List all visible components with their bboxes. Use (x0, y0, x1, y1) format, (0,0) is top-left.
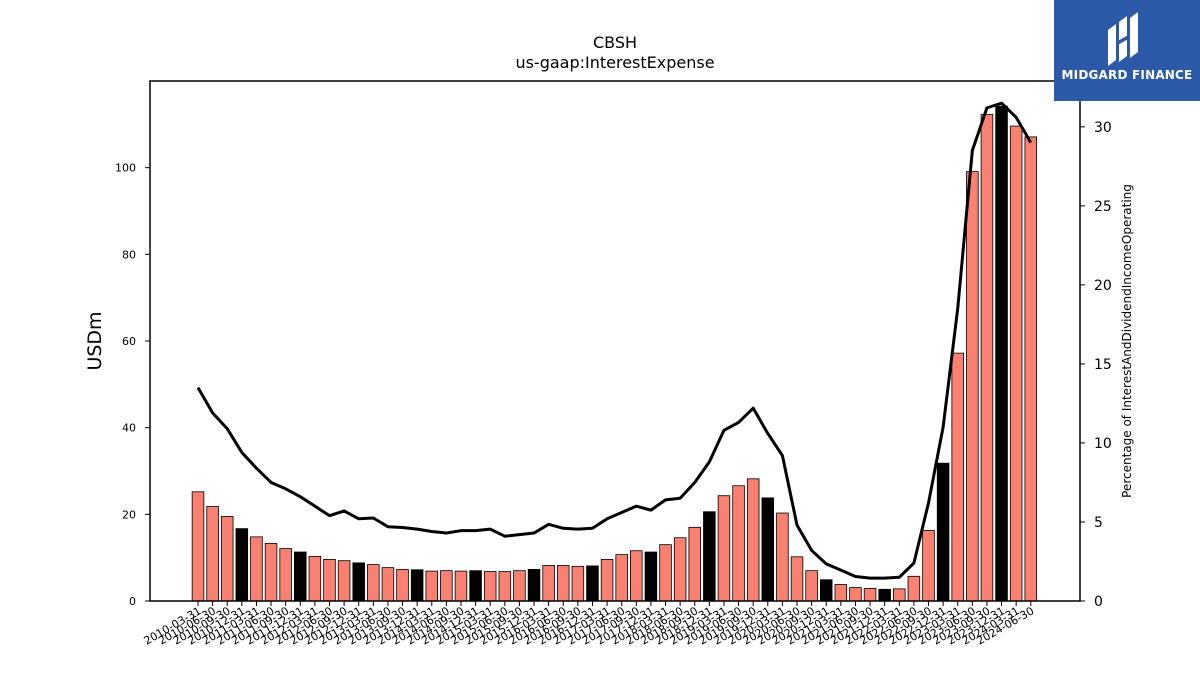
bar-2021-06-30 (849, 587, 862, 602)
bar-2020-06-30 (790, 556, 804, 602)
y2-tick-label: 15 (1094, 357, 1112, 373)
bar-2016-09-30 (571, 565, 585, 602)
bar-2010-09-30 (220, 516, 234, 602)
bar-2020-12-31 (819, 579, 833, 602)
bar-2020-03-31 (776, 512, 789, 602)
percentage-line (196, 101, 1033, 580)
bar-2010-06-30 (206, 506, 219, 602)
y-tick-label: 100 (115, 162, 136, 175)
bar-2018-12-31 (703, 511, 716, 602)
bar-2021-09-30 (863, 588, 877, 602)
bar-2012-06-30 (323, 559, 336, 602)
y2-tick-label: 10 (1094, 436, 1112, 452)
logo-text: MIDGARD FINANCE (1061, 68, 1193, 82)
bar-2014-09-30 (454, 570, 468, 602)
bar-2010-12-31 (235, 528, 249, 602)
bar-2016-12-31 (586, 565, 599, 602)
bar-2014-12-31 (469, 570, 482, 602)
bar-2020-09-30 (805, 570, 818, 602)
y2-tick-label: 30 (1094, 120, 1112, 136)
bar-2019-03-31 (717, 495, 731, 602)
bar-2021-12-31 (878, 588, 891, 602)
bar-2022-06-30 (907, 575, 921, 602)
bar-2011-03-31 (250, 536, 263, 602)
y-tick-label: 80 (122, 248, 136, 261)
bar-2018-09-30 (688, 526, 701, 602)
y-tick-label: 0 (129, 595, 136, 608)
bar-2013-03-31 (367, 564, 380, 602)
bar-2017-09-30 (630, 550, 643, 602)
bar-2011-06-30 (264, 542, 278, 602)
bar-2022-09-30 (922, 529, 935, 602)
bar-2011-12-31 (294, 551, 307, 602)
bar-2013-09-30 (396, 568, 409, 602)
bar-2019-12-31 (761, 497, 775, 602)
midgard-logo-icon (1108, 12, 1138, 66)
bar-2010-03-31 (191, 491, 205, 602)
y-tick-label: 60 (122, 335, 136, 348)
bar-2023-03-31 (951, 352, 964, 602)
bar-2024-03-31 (1009, 125, 1023, 602)
y2-axis-label: Percentage of InterestAndDividendIncomeO… (1120, 184, 1134, 498)
bar-2015-03-31 (483, 571, 497, 602)
bar-2013-06-30 (381, 567, 395, 602)
bar-2014-03-31 (425, 570, 439, 602)
bar-2021-03-31 (834, 584, 848, 602)
bar-2016-06-30 (557, 565, 570, 602)
bar-2015-09-30 (513, 570, 526, 602)
y-tick-label: 20 (122, 508, 136, 521)
bar-2015-12-31 (527, 568, 541, 602)
bar-2017-06-30 (615, 554, 628, 602)
bar-2017-03-31 (600, 559, 614, 602)
bar-2013-12-31 (410, 569, 424, 602)
bar-series (191, 105, 1038, 602)
y2-tick-label: 5 (1094, 515, 1103, 531)
bar-2018-03-31 (659, 544, 672, 602)
line-series (196, 101, 1033, 580)
bar-2017-12-31 (644, 551, 658, 602)
bar-2024-06-30 (1024, 136, 1038, 602)
bar-2012-03-31 (308, 555, 322, 602)
bar-2016-03-31 (542, 565, 555, 602)
axes: 0204060801000510152025302010-03-312010-0… (115, 80, 1112, 648)
bar-2022-12-31 (936, 462, 950, 602)
bar-2011-09-30 (279, 548, 292, 602)
y2-tick-label: 20 (1094, 278, 1112, 294)
bar-2018-06-30 (673, 537, 687, 602)
bar-2022-03-31 (893, 588, 906, 602)
y-axis-label: USDm (84, 311, 106, 370)
bar-2019-09-30 (746, 478, 760, 602)
bar-2012-09-30 (337, 560, 351, 602)
bar-2023-09-30 (980, 113, 994, 602)
chart-title: CBSH (593, 33, 637, 52)
bar-2012-12-31 (352, 562, 365, 602)
bar-2023-06-30 (966, 171, 979, 602)
y2-tick-label: 0 (1094, 594, 1103, 610)
bar-2019-06-30 (732, 485, 745, 602)
bar-2014-06-30 (440, 570, 453, 602)
y2-tick-label: 25 (1094, 199, 1112, 215)
bar-2015-06-30 (498, 571, 512, 602)
y-tick-label: 40 (122, 422, 136, 435)
brand-logo: MIDGARD FINANCE (1054, 0, 1200, 101)
chart-subtitle: us-gaap:InterestExpense (515, 53, 714, 72)
bar-2023-12-31 (995, 105, 1008, 602)
